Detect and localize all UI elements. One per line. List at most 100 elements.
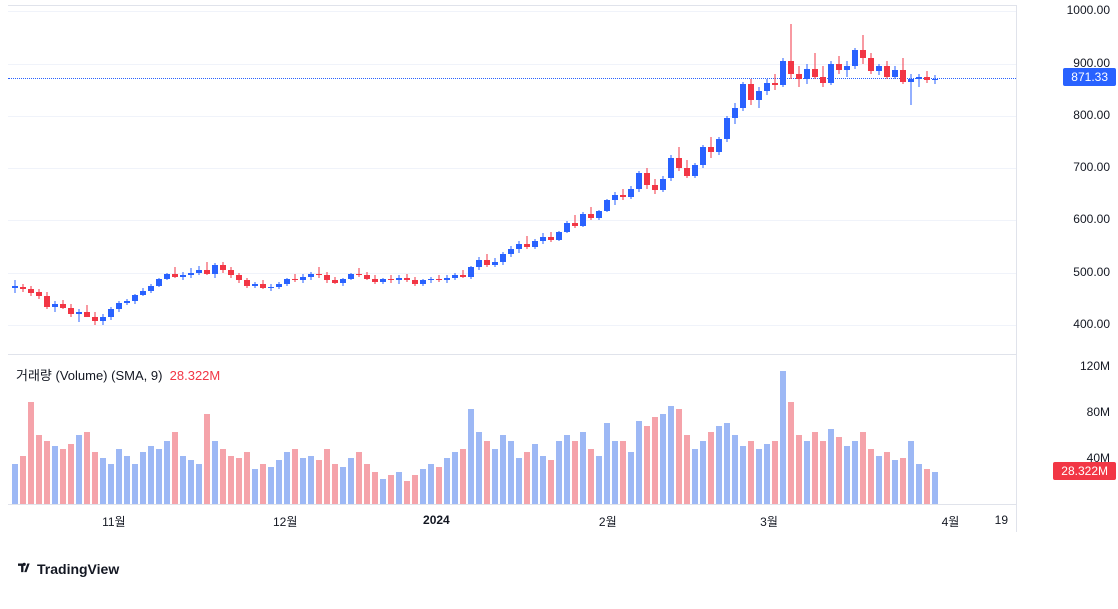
volume-bar[interactable] bbox=[444, 458, 450, 504]
volume-bar[interactable] bbox=[564, 435, 570, 504]
volume-bar[interactable] bbox=[932, 472, 938, 504]
volume-bar[interactable] bbox=[20, 456, 26, 504]
volume-bar[interactable] bbox=[708, 432, 714, 504]
volume-bar[interactable] bbox=[716, 426, 722, 504]
volume-bar[interactable] bbox=[660, 414, 666, 504]
volume-bar[interactable] bbox=[868, 449, 874, 504]
volume-bar[interactable] bbox=[644, 426, 650, 504]
volume-bar[interactable] bbox=[164, 441, 170, 504]
volume-bar[interactable] bbox=[132, 464, 138, 504]
volume-bar[interactable] bbox=[820, 441, 826, 504]
volume-bar[interactable] bbox=[300, 458, 306, 504]
volume-bar[interactable] bbox=[140, 452, 146, 504]
volume-bar[interactable] bbox=[668, 406, 674, 504]
volume-bar[interactable] bbox=[612, 441, 618, 504]
volume-bar[interactable] bbox=[380, 479, 386, 504]
volume-bar[interactable] bbox=[772, 441, 778, 504]
volume-bar[interactable] bbox=[740, 446, 746, 504]
volume-bar[interactable] bbox=[468, 409, 474, 504]
volume-bar[interactable] bbox=[588, 449, 594, 504]
volume-bar[interactable] bbox=[748, 441, 754, 504]
volume-bar[interactable] bbox=[172, 432, 178, 504]
volume-bar[interactable] bbox=[372, 472, 378, 504]
volume-bar[interactable] bbox=[252, 469, 258, 504]
volume-bar[interactable] bbox=[212, 441, 218, 504]
volume-bar[interactable] bbox=[844, 446, 850, 504]
volume-bar[interactable] bbox=[556, 441, 562, 504]
volume-bar[interactable] bbox=[388, 475, 394, 504]
volume-bar[interactable] bbox=[148, 446, 154, 504]
volume-bar[interactable] bbox=[284, 452, 290, 504]
volume-bar[interactable] bbox=[780, 371, 786, 504]
volume-bar[interactable] bbox=[180, 456, 186, 504]
volume-bar[interactable] bbox=[532, 444, 538, 504]
volume-bar[interactable] bbox=[436, 467, 442, 504]
volume-bar[interactable] bbox=[724, 423, 730, 504]
volume-bar[interactable] bbox=[308, 456, 314, 504]
volume-bar[interactable] bbox=[108, 464, 114, 504]
volume-bar[interactable] bbox=[476, 432, 482, 504]
volume-bar[interactable] bbox=[852, 441, 858, 504]
volume-bar[interactable] bbox=[700, 441, 706, 504]
volume-bar[interactable] bbox=[860, 432, 866, 504]
volume-bar[interactable] bbox=[540, 456, 546, 504]
volume-bar[interactable] bbox=[236, 458, 242, 504]
volume-bar[interactable] bbox=[684, 435, 690, 504]
volume-bar[interactable] bbox=[396, 472, 402, 504]
volume-bar[interactable] bbox=[692, 449, 698, 504]
volume-bar[interactable] bbox=[100, 458, 106, 504]
tradingview-logo[interactable]: TradingView bbox=[18, 561, 119, 577]
volume-bar[interactable] bbox=[796, 435, 802, 504]
volume-bar[interactable] bbox=[196, 464, 202, 504]
volume-bar[interactable] bbox=[12, 464, 18, 504]
volume-bar[interactable] bbox=[260, 464, 266, 504]
volume-bar[interactable] bbox=[892, 460, 898, 504]
volume-bar[interactable] bbox=[404, 481, 410, 504]
volume-bar[interactable] bbox=[500, 435, 506, 504]
volume-bar[interactable] bbox=[812, 432, 818, 504]
volume-bar[interactable] bbox=[676, 409, 682, 504]
volume-bar[interactable] bbox=[548, 460, 554, 504]
volume-bar[interactable] bbox=[884, 452, 890, 504]
volume-bar[interactable] bbox=[804, 441, 810, 504]
volume-bar[interactable] bbox=[908, 441, 914, 504]
volume-bar[interactable] bbox=[652, 417, 658, 504]
price-pane[interactable] bbox=[8, 5, 1016, 350]
time-axis[interactable]: 19 11월12월20242월3월4월 bbox=[8, 504, 1016, 532]
volume-bar[interactable] bbox=[428, 464, 434, 504]
volume-bar[interactable] bbox=[900, 458, 906, 504]
volume-bar[interactable] bbox=[292, 449, 298, 504]
volume-bar[interactable] bbox=[28, 402, 34, 504]
volume-indicator-label[interactable]: 거래량 (Volume) (SMA, 9) 28.322M bbox=[16, 365, 220, 384]
volume-bar[interactable] bbox=[44, 441, 50, 504]
volume-bar[interactable] bbox=[756, 449, 762, 504]
volume-bar[interactable] bbox=[620, 441, 626, 504]
volume-bar[interactable] bbox=[596, 456, 602, 504]
volume-bar[interactable] bbox=[60, 449, 66, 504]
volume-bar[interactable] bbox=[604, 423, 610, 504]
volume-bar[interactable] bbox=[876, 456, 882, 504]
volume-bar[interactable] bbox=[788, 402, 794, 504]
volume-bar[interactable] bbox=[732, 435, 738, 504]
volume-bar[interactable] bbox=[516, 458, 522, 504]
volume-bar[interactable] bbox=[340, 467, 346, 504]
volume-bar[interactable] bbox=[580, 432, 586, 504]
volume-bar[interactable] bbox=[364, 464, 370, 504]
volume-bar[interactable] bbox=[348, 458, 354, 504]
price-axis[interactable]: 400.00500.00600.00700.00800.00900.001000… bbox=[1024, 5, 1118, 350]
volume-bar[interactable] bbox=[628, 452, 634, 504]
volume-bar[interactable] bbox=[828, 429, 834, 504]
volume-bar[interactable] bbox=[92, 452, 98, 504]
volume-bar[interactable] bbox=[268, 467, 274, 504]
volume-bar[interactable] bbox=[484, 441, 490, 504]
volume-bar[interactable] bbox=[572, 441, 578, 504]
volume-bar[interactable] bbox=[420, 469, 426, 504]
volume-bar[interactable] bbox=[116, 449, 122, 504]
volume-bar[interactable] bbox=[356, 452, 362, 504]
volume-bar[interactable] bbox=[324, 449, 330, 504]
volume-bar[interactable] bbox=[156, 449, 162, 504]
volume-bar[interactable] bbox=[84, 432, 90, 504]
volume-bar[interactable] bbox=[244, 452, 250, 504]
volume-bar[interactable] bbox=[524, 452, 530, 504]
volume-bar[interactable] bbox=[204, 414, 210, 504]
